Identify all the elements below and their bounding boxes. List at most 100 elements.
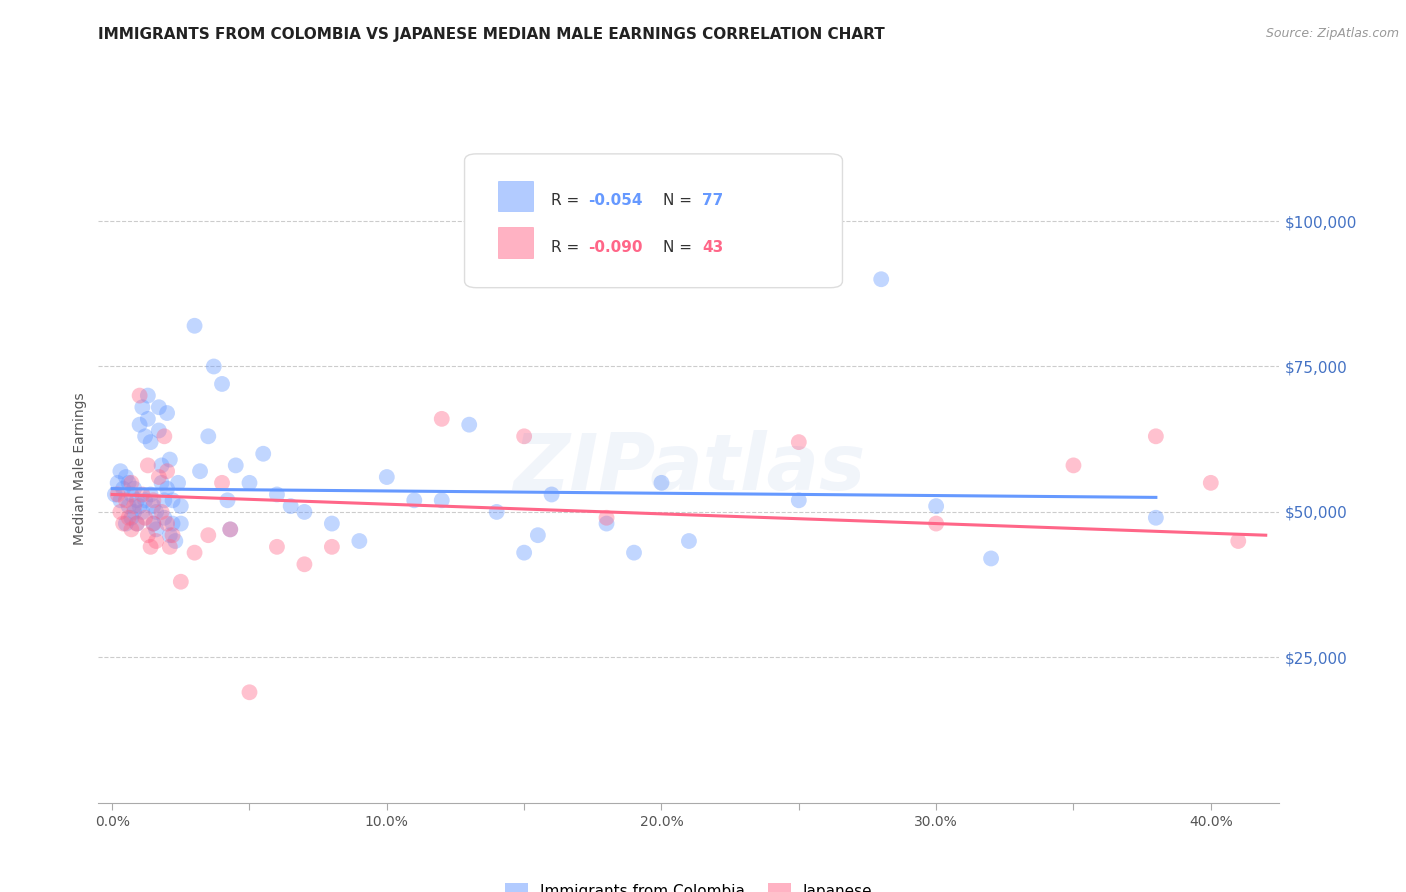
Point [167,475,190,490]
Point [1227,534,1250,549]
Point [131,401,153,415]
Point [219,522,242,536]
Point [120,475,142,490]
Point [183,546,205,560]
FancyBboxPatch shape [464,154,842,288]
Point [349,534,371,549]
Point [122,499,145,513]
Point [1062,458,1084,473]
Point [159,528,181,542]
Point [145,534,167,549]
Point [117,499,139,513]
Point [870,272,893,286]
Point [162,528,184,542]
Point [980,551,1002,566]
Point [112,516,135,531]
Point [128,417,150,432]
Point [595,510,617,524]
Point [159,540,181,554]
Point [136,528,159,542]
Y-axis label: Median Male Earnings: Median Male Earnings [73,392,87,545]
Point [148,424,170,438]
Point [925,499,948,513]
Point [142,499,165,513]
Point [139,540,162,554]
Point [527,528,550,542]
Point [165,534,187,549]
Point [404,493,426,508]
Point [145,522,167,536]
Point [104,487,127,501]
Point [375,470,398,484]
Point [136,458,159,473]
Point [120,510,142,524]
Point [430,493,453,508]
Point [145,505,167,519]
Point [238,685,260,699]
Point [142,516,165,531]
Point [170,516,193,531]
Point [211,376,233,391]
Point [120,487,142,501]
Point [219,522,242,536]
Text: ZIPatlas: ZIPatlas [513,430,865,507]
Point [202,359,225,374]
Point [148,401,170,415]
Point [458,417,481,432]
Point [128,388,150,402]
Point [266,487,288,501]
Point [321,540,343,554]
Text: -0.054: -0.054 [589,194,643,208]
Point [128,499,150,513]
Text: N =: N = [664,194,697,208]
Text: R =: R = [551,240,583,255]
Point [183,318,205,333]
Point [197,528,219,542]
Point [131,505,153,519]
Point [136,388,159,402]
Point [156,464,179,478]
Point [925,516,948,531]
Point [162,516,184,531]
Point [211,475,233,490]
Point [150,475,173,490]
FancyBboxPatch shape [498,180,533,211]
Point [153,510,176,524]
Point [513,429,536,443]
Point [217,493,239,508]
Point [321,516,343,531]
Point [197,429,219,443]
Point [485,505,508,519]
Point [294,558,316,572]
Point [595,516,617,531]
Point [156,406,179,420]
Point [125,516,148,531]
FancyBboxPatch shape [498,227,533,258]
Point [110,493,132,508]
Point [134,510,156,524]
Point [122,482,145,496]
Point [110,464,132,478]
Point [1144,429,1167,443]
Point [170,574,193,589]
Point [650,475,672,490]
Text: 77: 77 [702,194,723,208]
Point [159,452,181,467]
Text: IMMIGRANTS FROM COLOMBIA VS JAPANESE MEDIAN MALE EARNINGS CORRELATION CHART: IMMIGRANTS FROM COLOMBIA VS JAPANESE MED… [98,27,886,42]
Point [513,546,536,560]
Legend: Immigrants from Colombia, Japanese: Immigrants from Colombia, Japanese [499,878,879,892]
Point [238,475,260,490]
Text: -0.090: -0.090 [589,240,643,255]
Point [120,522,142,536]
Point [125,493,148,508]
Point [136,412,159,426]
Point [170,499,193,513]
Point [156,482,179,496]
Point [115,516,138,531]
Point [142,516,165,531]
Text: N =: N = [664,240,697,255]
Point [153,493,176,508]
Point [134,493,156,508]
Point [294,505,316,519]
Point [110,505,132,519]
